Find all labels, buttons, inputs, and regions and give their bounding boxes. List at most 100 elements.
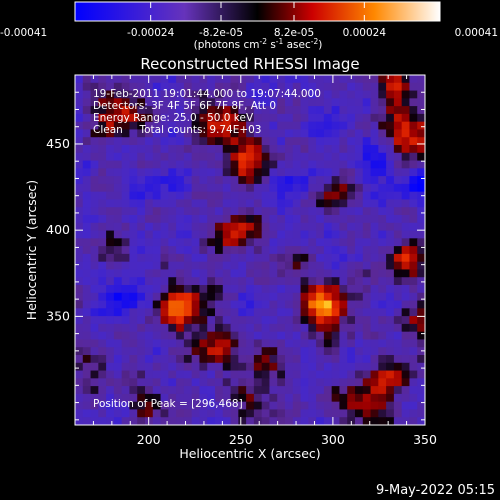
heatmap-cell bbox=[168, 393, 177, 403]
heatmap-cell bbox=[152, 316, 162, 325]
heatmap-cell bbox=[82, 269, 92, 278]
heatmap-cell bbox=[113, 308, 123, 317]
heatmap-cell bbox=[183, 75, 193, 84]
heatmap-cell bbox=[253, 121, 263, 131]
heatmap-cell bbox=[409, 370, 418, 379]
heatmap-cell bbox=[355, 145, 364, 154]
heatmap-cell bbox=[75, 417, 84, 425]
heatmap-cell bbox=[308, 137, 317, 146]
heatmap-cell bbox=[339, 90, 348, 99]
heatmap-cell bbox=[370, 98, 379, 107]
heatmap-cell bbox=[362, 207, 372, 216]
heatmap-cell bbox=[82, 308, 92, 317]
heatmap-cell bbox=[323, 393, 333, 403]
heatmap-cell bbox=[207, 113, 216, 123]
heatmap-cell bbox=[90, 331, 99, 341]
heatmap-cell bbox=[113, 106, 123, 115]
heatmap-cell bbox=[285, 222, 294, 232]
heatmap-cell bbox=[347, 176, 356, 185]
heatmap-cell bbox=[331, 75, 341, 84]
heatmap-cell bbox=[331, 152, 341, 162]
heatmap-cell bbox=[106, 176, 115, 185]
heatmap-cell bbox=[121, 323, 131, 333]
heatmap-cell bbox=[82, 98, 92, 107]
heatmap-cell bbox=[316, 176, 325, 185]
heatmap-cell bbox=[137, 285, 146, 294]
heatmap-cell bbox=[137, 75, 146, 84]
heatmap-cell bbox=[331, 253, 341, 263]
colorbar-tick-label: 0.00024 bbox=[343, 27, 387, 39]
heatmap-cell bbox=[417, 393, 425, 403]
heatmap-cell bbox=[121, 168, 131, 177]
heatmap-cell bbox=[168, 199, 177, 208]
colorbar-tick-label: -0.00024 bbox=[127, 27, 175, 39]
heatmap-cell bbox=[215, 145, 224, 154]
heatmap-cell bbox=[183, 137, 193, 146]
heatmap-cell bbox=[215, 75, 224, 84]
heatmap-cell bbox=[370, 355, 379, 364]
heatmap-cell bbox=[215, 183, 224, 193]
heatmap-cell bbox=[176, 401, 185, 411]
heatmap-cell bbox=[417, 417, 425, 425]
heatmap-cell bbox=[230, 355, 239, 364]
heatmap-cell bbox=[331, 261, 341, 271]
heatmap-cell bbox=[168, 401, 177, 411]
heatmap-cell bbox=[106, 168, 115, 177]
heatmap-cell bbox=[292, 277, 302, 286]
heatmap-cell bbox=[152, 355, 162, 364]
heatmap-cell bbox=[160, 386, 169, 395]
heatmap-cell bbox=[207, 168, 216, 177]
heatmap-cell bbox=[183, 168, 193, 177]
heatmap-cell bbox=[261, 347, 271, 356]
heatmap-cell bbox=[145, 222, 154, 232]
heatmap-cell bbox=[316, 160, 325, 169]
heatmap-cell bbox=[308, 331, 317, 341]
heatmap-cell bbox=[191, 121, 201, 131]
heatmap-cell bbox=[121, 145, 131, 154]
heatmap-cell bbox=[292, 129, 302, 138]
heatmap-cell bbox=[323, 401, 333, 411]
heatmap-cell bbox=[378, 113, 387, 123]
heatmap-cell bbox=[409, 347, 418, 356]
heatmap-cell bbox=[113, 378, 123, 387]
heatmap-cell bbox=[292, 246, 302, 255]
heatmap-cell bbox=[191, 152, 201, 162]
heatmap-cell bbox=[183, 191, 193, 201]
heatmap-cell bbox=[331, 121, 341, 131]
heatmap-cell bbox=[253, 401, 263, 411]
heatmap-cell bbox=[230, 292, 239, 302]
heatmap-cell bbox=[176, 409, 185, 418]
heatmap-cell bbox=[362, 215, 372, 224]
heatmap-cell bbox=[230, 222, 239, 232]
heatmap-cell bbox=[246, 246, 255, 255]
heatmap-cell bbox=[215, 292, 224, 302]
heatmap-cell bbox=[347, 152, 356, 162]
heatmap-cell bbox=[183, 417, 193, 425]
heatmap-cell bbox=[308, 121, 317, 131]
heatmap-cell bbox=[347, 121, 356, 131]
heatmap-cell bbox=[285, 168, 294, 177]
heatmap-cell bbox=[222, 168, 232, 177]
heatmap-cell bbox=[191, 230, 201, 239]
heatmap-cell bbox=[75, 238, 84, 247]
heatmap-cell bbox=[308, 168, 317, 177]
heatmap-cell bbox=[90, 129, 99, 138]
heatmap-cell bbox=[401, 285, 411, 294]
heatmap-cell bbox=[401, 386, 411, 395]
heatmap-cell bbox=[253, 129, 263, 138]
heatmap-cell bbox=[106, 160, 115, 169]
heatmap-cell bbox=[401, 121, 411, 131]
heatmap-cell bbox=[191, 113, 201, 123]
heatmap-cell bbox=[238, 152, 247, 162]
heatmap-cell bbox=[129, 222, 138, 232]
heatmap-cell bbox=[160, 207, 169, 216]
heatmap-cell bbox=[207, 370, 216, 379]
heatmap-cell bbox=[401, 230, 411, 239]
heatmap-cell bbox=[339, 323, 348, 333]
heatmap-cell bbox=[207, 106, 216, 115]
heatmap-cell bbox=[82, 106, 92, 115]
heatmap-cell bbox=[199, 90, 208, 99]
heatmap-cell bbox=[191, 409, 201, 418]
heatmap-cell bbox=[269, 238, 278, 247]
heatmap-cell bbox=[417, 160, 425, 169]
